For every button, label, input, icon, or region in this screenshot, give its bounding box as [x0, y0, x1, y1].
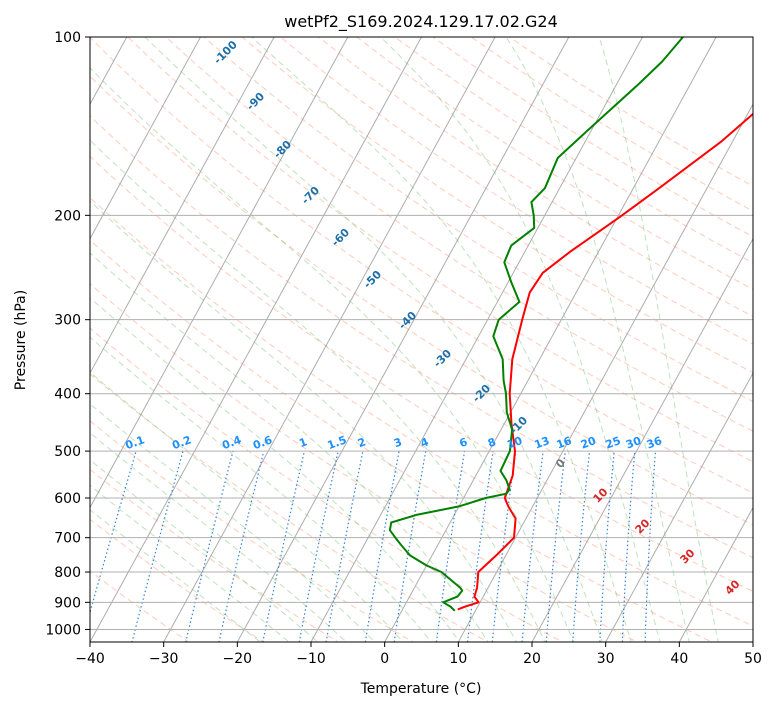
y-axis: 1000 900 800 700 600 500 400 300 200 100 — [45, 30, 90, 638]
chart-title: wetPf2_S169.2024.129.17.02.G24 — [284, 12, 558, 32]
moist-adiabat — [90, 336, 433, 642]
isotherm — [90, 37, 201, 240]
dry-adiabat — [90, 282, 639, 642]
isotherm — [605, 372, 753, 642]
x-tick-label: 50 — [744, 651, 762, 667]
mixing-ratio-label: 13 — [533, 434, 552, 451]
y-tick-label: 1000 — [45, 622, 81, 638]
isotherm — [384, 37, 717, 642]
y-axis-title: Pressure (hPa) — [13, 290, 29, 390]
dry-adiabat — [279, 37, 753, 345]
dry-adiabat — [90, 327, 564, 642]
moist-adiabat — [505, 37, 690, 642]
x-tick-label: −20 — [223, 651, 253, 667]
isotherm — [90, 37, 275, 375]
isotherm — [236, 37, 570, 642]
mixing-ratio-label: 3 — [392, 435, 404, 450]
moist-adiabat — [598, 37, 719, 642]
profile-series — [388, 37, 753, 612]
moist-adiabat — [90, 403, 376, 642]
dry-adiabat — [90, 239, 713, 642]
mixing-ratio-label: 1.5 — [326, 433, 349, 452]
moist-adiabat — [90, 297, 461, 642]
dry-adiabat — [127, 37, 753, 463]
isotherm — [163, 37, 496, 642]
isotherm — [310, 37, 643, 642]
dewpoint-line — [388, 37, 684, 612]
x-tick-label: −40 — [75, 651, 105, 667]
isobar-gridlines — [90, 37, 753, 630]
y-tick-label: 400 — [54, 387, 81, 403]
x-tick-label: 20 — [523, 651, 541, 667]
mixing-ratio-label: 25 — [604, 434, 623, 451]
y-tick-label: 100 — [54, 30, 81, 46]
x-axis: −40 −30 −20 −10 0 10 20 30 40 50 — [75, 642, 762, 667]
mixing-ratio-label: 16 — [555, 434, 574, 452]
y-tick-label: 600 — [54, 491, 81, 507]
mixing-ratio-label: 10 — [505, 434, 524, 452]
mixing-ratio-label: 2 — [356, 435, 368, 450]
isotherm — [678, 506, 753, 642]
x-tick-label: −30 — [149, 651, 179, 667]
y-tick-label: 300 — [54, 313, 81, 329]
mixing-ratio-label: 0.4 — [220, 433, 243, 452]
plot-frame — [89, 36, 754, 643]
dry-adiabat — [90, 155, 753, 592]
y-tick-label: 200 — [54, 208, 81, 224]
mixing-ratio-label: 0.1 — [124, 433, 147, 452]
mixing-ratio-label: 0.2 — [170, 433, 193, 452]
dry-adiabat — [90, 373, 489, 642]
mixing-ratio-label: 36 — [645, 434, 664, 452]
dry-adiabat — [241, 37, 753, 374]
x-tick-label: 10 — [449, 651, 467, 667]
isotherm — [752, 640, 753, 642]
y-tick-label: 700 — [54, 531, 81, 547]
x-axis-title: Temperature (°C) — [360, 681, 482, 697]
y-tick-label: 800 — [54, 565, 81, 581]
x-tick-label: −10 — [296, 651, 326, 667]
dry-adiabat — [90, 420, 414, 642]
x-tick-label: 30 — [597, 651, 615, 667]
dry-adiabat — [90, 468, 340, 642]
temperature-line — [457, 112, 753, 611]
dry-adiabat — [165, 37, 753, 432]
plot-area-background — [90, 37, 753, 642]
mixing-ratio-label: 6 — [458, 435, 470, 450]
x-tick-label: 40 — [670, 651, 688, 667]
dry-adiabat — [355, 37, 753, 290]
dry-adiabat — [90, 570, 190, 642]
mixing-ratio-label: 20 — [579, 434, 598, 452]
mixing-ratio-label: 1 — [297, 435, 309, 450]
isotherm — [90, 37, 422, 642]
y-tick-label: 900 — [54, 595, 81, 611]
moist-adiabat — [144, 37, 603, 642]
moist-adiabat — [90, 459, 319, 642]
isotherm — [457, 103, 753, 642]
y-tick-label: 500 — [54, 444, 81, 460]
isotherm — [531, 237, 753, 642]
mixing-ratio-label: 8 — [486, 435, 498, 450]
moist-adiabat — [90, 139, 546, 642]
moist-adiabat — [90, 252, 489, 642]
mixing-ratio-label: 0.6 — [251, 433, 274, 452]
x-tick-label: 0 — [380, 651, 389, 667]
isotherm — [90, 37, 349, 509]
mixing-ratio-label: 30 — [624, 434, 643, 452]
mixing-ratio-label: 4 — [419, 435, 431, 450]
